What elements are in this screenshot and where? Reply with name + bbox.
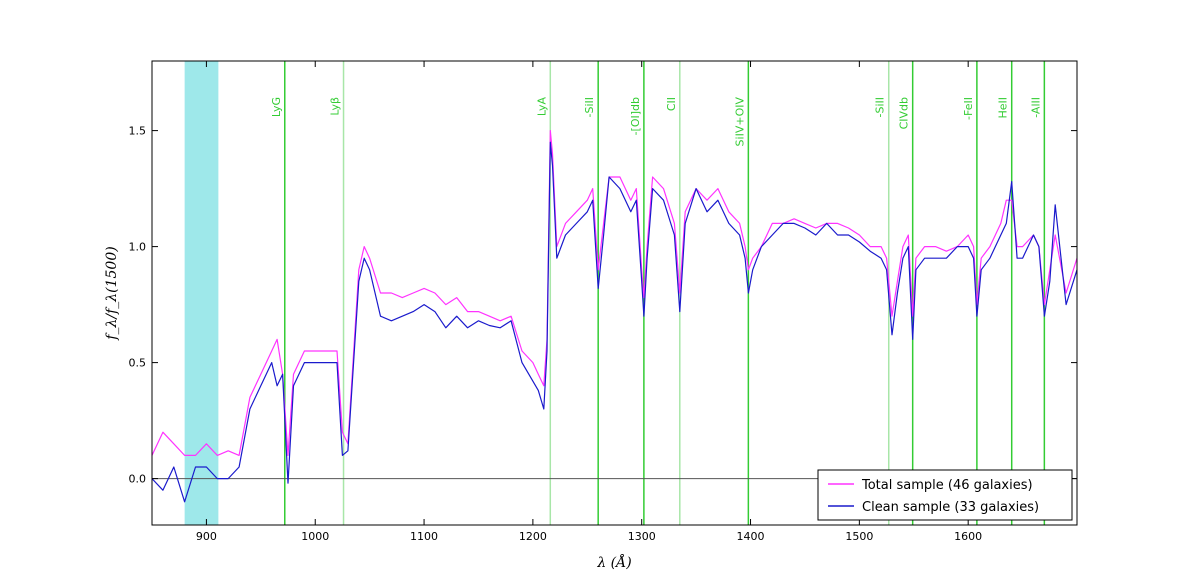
series-total-line	[151, 130, 1078, 456]
reference-line-label: -AlII	[1029, 97, 1042, 118]
legend-label-clean: Clean sample (33 galaxies)	[862, 500, 1039, 515]
x-tick-label: 1500	[845, 530, 873, 543]
reference-line-label: CII	[665, 97, 678, 111]
x-tick-label: 1000	[301, 530, 329, 543]
x-tick-label: 900	[196, 530, 217, 543]
reference-line-label: -SiII	[583, 97, 596, 118]
shaded-band	[184, 61, 219, 525]
legend-box	[817, 469, 1073, 521]
reference-line-label: -SiII	[874, 97, 887, 118]
reference-line-label: -[OI]db	[629, 97, 642, 135]
y-tick-label: 0.5	[129, 357, 147, 370]
reference-line-label: Lyβ	[329, 97, 342, 116]
x-tick-label: 1300	[628, 530, 656, 543]
legend-label-total: Total sample (46 galaxies)	[861, 478, 1033, 493]
reference-line-label: LyG	[270, 97, 283, 117]
x-tick-label: 1200	[519, 530, 547, 543]
y-tick-label: 0.0	[129, 473, 147, 486]
series-clean-line	[151, 141, 1078, 503]
x-axis-label: λ (Å)	[596, 553, 631, 571]
y-tick-label: 1.5	[129, 125, 147, 138]
reference-line-label: LyA	[535, 97, 548, 117]
reference-line-label: SiIV+OIV	[733, 97, 746, 147]
y-axis-label: f_λ/f_λ(1500)	[104, 246, 120, 340]
legend: Total sample (46 galaxies) Clean sample …	[817, 469, 1073, 521]
x-tick-label: 1600	[954, 530, 982, 543]
reference-line-label: -FeII	[962, 97, 975, 120]
x-tick-label: 1400	[737, 530, 765, 543]
reference-line-label: HeII	[997, 97, 1010, 119]
reference-line-label: CIVdb	[898, 97, 911, 129]
x-tick-label: 1100	[410, 530, 438, 543]
y-tick-label: 1.0	[129, 241, 147, 254]
plot-frame	[151, 60, 1078, 526]
